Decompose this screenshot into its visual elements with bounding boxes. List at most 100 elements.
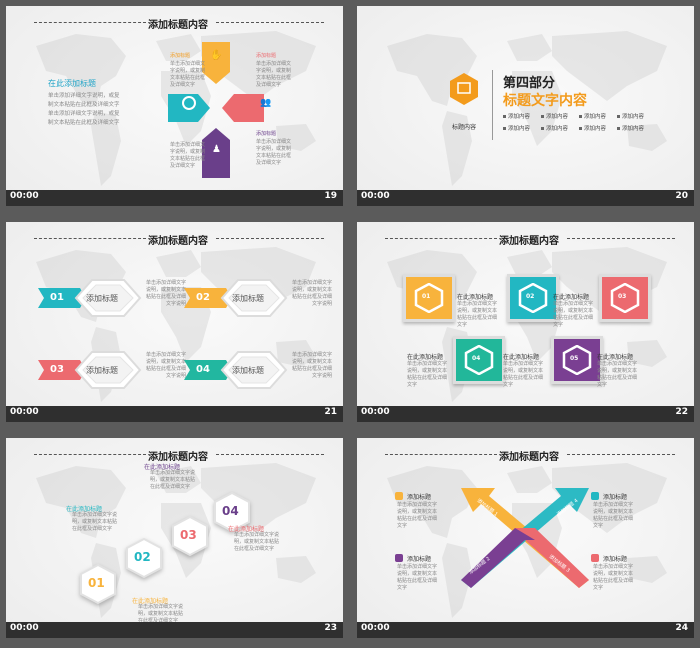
text-yellow: 单击添加详细文字说明，或复制文本粘贴在此框及详细文字 (170, 61, 206, 88)
content-item: 添加内容 (617, 112, 644, 120)
slide-title: 添加标题内容 (148, 452, 208, 463)
slide-20[interactable]: 标题内容 第四部分 标题文字内容 添加内容 添加内容 添加内容 添加内容 添加内容 添加内… (357, 6, 694, 206)
arrow-item-label: 添加标题 (603, 556, 628, 563)
process-text: 单击添加详细文字说明，或复制文本粘贴在此框及详细文字 (553, 301, 594, 328)
hex-item-02 (184, 279, 288, 317)
process-label: 在此添加标题 (407, 354, 444, 361)
hex-text: 单击添加详细文字说明，或复制文本粘贴在此框及详细文字说明 (145, 280, 186, 307)
step-text: 单击添加详细文字说明，或复制文本粘贴在此框及详细文字 (234, 532, 280, 552)
arrow-item-text: 单击添加详细文字说明，或复制文本粘贴在此框及详细文字 (593, 502, 634, 529)
step-number: 03 (180, 528, 197, 542)
section-subtitle: 在此添加标题 (48, 79, 96, 88)
hexagon-badge-icon (562, 345, 592, 375)
slide-24[interactable]: 添加标题内容 添加标题 单击添加详细文字说明，或复制文本粘贴在此框及详细文字 添加标… (357, 438, 694, 638)
process-label: 在此添加标题 (457, 294, 494, 301)
label-red: 添加标题 (256, 53, 277, 59)
process-text: 单击添加详细文字说明，或复制文本粘贴在此框及详细文字 (407, 361, 448, 388)
bullet-square-icon (579, 115, 582, 118)
red-arrow (222, 94, 264, 122)
hex-label: 添加标题 (86, 294, 118, 303)
content-item: 添加内容 (503, 124, 530, 132)
hex-step-01 (80, 564, 116, 604)
hex-step-03 (172, 516, 208, 556)
hex-text: 单击添加详细文字说明，或复制文本粘贴在此框及详细文字说明 (291, 280, 332, 307)
process-box-05 (551, 336, 603, 384)
step-label: 在此添加标题 (132, 598, 169, 605)
text-teal: 单击添加详细文字说明，或复制文本粘贴在此框及详细文字 (170, 142, 206, 169)
step-text: 单击添加详细文字说明，或复制文本粘贴在此框及详细文字 (138, 604, 184, 624)
box-number: 04 (472, 355, 481, 362)
hex-text: 单击添加详细文字说明，或复制文本粘贴在此框及详细文字说明 (291, 352, 332, 379)
arrow-item-icon (395, 492, 403, 500)
step-number: 04 (222, 504, 239, 518)
process-box-03 (599, 274, 651, 322)
hex-item-04 (184, 351, 288, 389)
arrow-item-text: 单击添加详细文字说明，或复制文本粘贴在此框及详细文字 (593, 564, 634, 591)
icon-caption: 标题内容 (451, 124, 476, 131)
process-text: 单击添加详细文字说明，或复制文本粘贴在此框及详细文字 (503, 361, 544, 388)
hex-label: 添加标题 (232, 294, 264, 303)
arrow-red (515, 528, 589, 588)
text-purple: 单击添加详细文字说明，或复制文本粘贴在此框及详细文字 (256, 139, 292, 166)
item-label: 添加内容 (622, 114, 645, 120)
time-readout: 00:00 (10, 623, 39, 633)
box-number: 05 (570, 355, 579, 362)
box-number: 01 (422, 293, 431, 300)
time-readout: 00:00 (10, 191, 39, 201)
bullet-square-icon (579, 127, 582, 130)
process-text: 单击添加详细文字说明，或复制文本粘贴在此框及详细文字 (457, 301, 498, 328)
content-item: 添加内容 (541, 112, 568, 120)
slide-19[interactable]: 添加标题内容 在此添加标题 单击添加详细文字说明，或复制文本粘贴在此框及详细文字… (6, 6, 343, 206)
yellow-arrow (202, 42, 230, 84)
hand-coin-icon: ✋ (210, 50, 223, 61)
step-number: 01 (88, 576, 105, 590)
item-label: 添加内容 (584, 114, 607, 120)
slide-21[interactable]: 添加标题内容 01 添加标题 单击添加详细文字说明，或复制文本粘贴在此框及详细文字说… (6, 222, 343, 422)
arrow-item-label: 添加标题 (407, 494, 432, 501)
hexagon-badge-icon (414, 283, 444, 313)
slide-title: 添加标题内容 (148, 236, 208, 247)
time-readout: 00:00 (10, 407, 39, 417)
content-item: 添加内容 (579, 112, 606, 120)
slide-number: 21 (324, 407, 337, 417)
bullet-square-icon (541, 115, 544, 118)
arrow-purple (461, 528, 535, 588)
slide-footer: 00:00 23 (6, 622, 343, 638)
hex-item-01 (38, 279, 142, 317)
person-icon: ♟ (212, 144, 221, 155)
content-item: 添加内容 (617, 124, 644, 132)
item-label: 添加内容 (546, 126, 569, 132)
time-readout: 00:00 (361, 623, 390, 633)
step-text: 单击添加详细文字说明，或复制文本粘贴在此框及详细文字 (72, 512, 118, 532)
step-label: 在此添加标题 (66, 506, 103, 513)
slide-title: 添加标题内容 (148, 20, 208, 31)
hex-number: 04 (196, 364, 210, 375)
bullet-square-icon (541, 127, 544, 130)
hex-number: 01 (50, 292, 64, 303)
step-number: 02 (134, 550, 151, 564)
process-box-02 (507, 274, 559, 322)
process-label: 在此添加标题 (597, 354, 634, 361)
hex-step-02 (126, 538, 162, 578)
arrow-item-icon (591, 554, 599, 562)
arrow-item-label: 添加标题 (603, 494, 628, 501)
bullet-square-icon (617, 127, 620, 130)
bullet-square-icon (503, 127, 506, 130)
slide-22[interactable]: 添加标题内容 01 02 03 04 05 在此添加标题 单击添加详细文字说明，或复制文本粘… (357, 222, 694, 422)
arrow-item-text: 单击添加详细文字说明，或复制文本粘贴在此框及详细文字 (397, 564, 438, 591)
slide-footer: 00:00 21 (6, 406, 343, 422)
process-box-04 (453, 336, 505, 384)
slide-23[interactable]: 添加标题内容 01 02 03 04 在此添加标题 单击添加详细文字说明，或复制文本粘贴在… (6, 438, 343, 638)
arrow-item-text: 单击添加详细文字说明，或复制文本粘贴在此框及详细文字 (397, 502, 438, 529)
item-label: 添加内容 (584, 126, 607, 132)
step-label: 在此添加标题 (144, 464, 181, 471)
arrow-item-label: 添加标题 (407, 556, 432, 563)
time-readout: 00:00 (361, 407, 390, 417)
text-red: 单击添加详细文字说明，或复制文本粘贴在此框及详细文字 (256, 61, 292, 88)
step-text: 单击添加详细文字说明，或复制文本粘贴在此框及详细文字 (150, 470, 196, 490)
hex-text: 单击添加详细文字说明，或复制文本粘贴在此框及详细文字说明 (145, 352, 186, 379)
label-purple: 添加标题 (256, 131, 277, 137)
slide-title: 添加标题内容 (499, 236, 559, 247)
cross-diagram (168, 42, 264, 178)
item-label: 添加内容 (508, 126, 531, 132)
